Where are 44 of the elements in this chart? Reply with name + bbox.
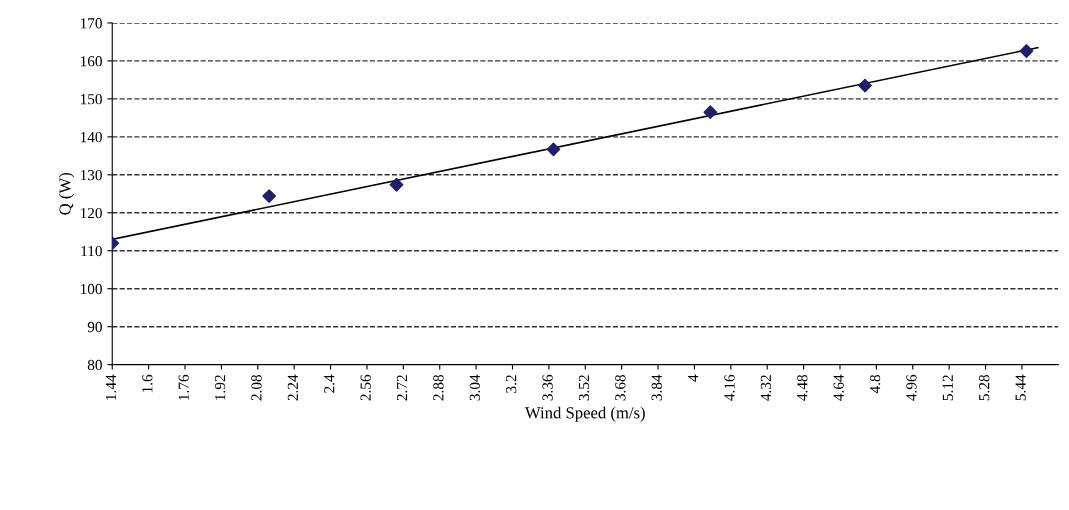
point	[389, 177, 404, 192]
x-tick-label: 2.56	[360, 374, 371, 401]
y-tick-label: 100	[80, 283, 102, 295]
y-tick-label: 170	[80, 18, 102, 29]
point	[262, 189, 277, 203]
x-tick-label: 2.4	[324, 374, 335, 393]
point	[858, 78, 872, 93]
x-tick-label: 4.48	[797, 374, 808, 401]
y-tick-label: 90	[87, 321, 102, 333]
x-tick-label: 3.52	[578, 375, 590, 401]
x-tick-label: 4.32	[760, 375, 772, 401]
x-tick-label: 3.68	[615, 374, 626, 401]
x-tick-label: 3.84	[651, 374, 662, 401]
x-tick-label: 2.24	[287, 374, 299, 401]
x-tick-label: 5.28	[979, 374, 990, 401]
x-tick-label: 2.88	[433, 374, 444, 401]
x-tick-label: 3.04	[469, 374, 481, 401]
x-tick-label: 1.76	[178, 374, 189, 400]
y-tick-label: 110	[81, 245, 102, 257]
y-tick-label: 130	[80, 169, 102, 181]
y-axis-title: Q (W)	[58, 173, 75, 215]
x-tick-label: 4	[688, 374, 699, 382]
x-tick-label: 1.44	[105, 374, 117, 400]
point	[1019, 44, 1034, 58]
x-tick-label: 2.72	[396, 375, 408, 401]
x-tick-label: 3.36	[542, 374, 553, 401]
x-axis-title: Wind Speed (m/s)	[524, 406, 645, 422]
x-tick-label: 2.08	[251, 374, 262, 401]
point	[703, 105, 718, 120]
x-tick-label: 4.64	[833, 374, 844, 401]
x-tick-label: 1.92	[214, 375, 226, 400]
x-tick-label: 4.16	[724, 374, 735, 401]
y-tick-label: 120	[80, 207, 102, 219]
y-tick-label: 80	[87, 359, 102, 371]
x-tick-label: 4.8	[869, 374, 881, 394]
x-tick-label: 5.12	[942, 375, 954, 401]
x-tick-label: 3.2	[506, 375, 517, 393]
x-tick-label: 4.96	[906, 374, 917, 401]
x-tick-label: 5.44	[1015, 374, 1026, 401]
point	[546, 142, 561, 157]
y-tick-label: 140	[80, 131, 102, 143]
y-tick-label: 150	[80, 94, 102, 105]
y-tick-label: 160	[80, 56, 102, 67]
x-tick-label: 1.6	[142, 374, 153, 393]
